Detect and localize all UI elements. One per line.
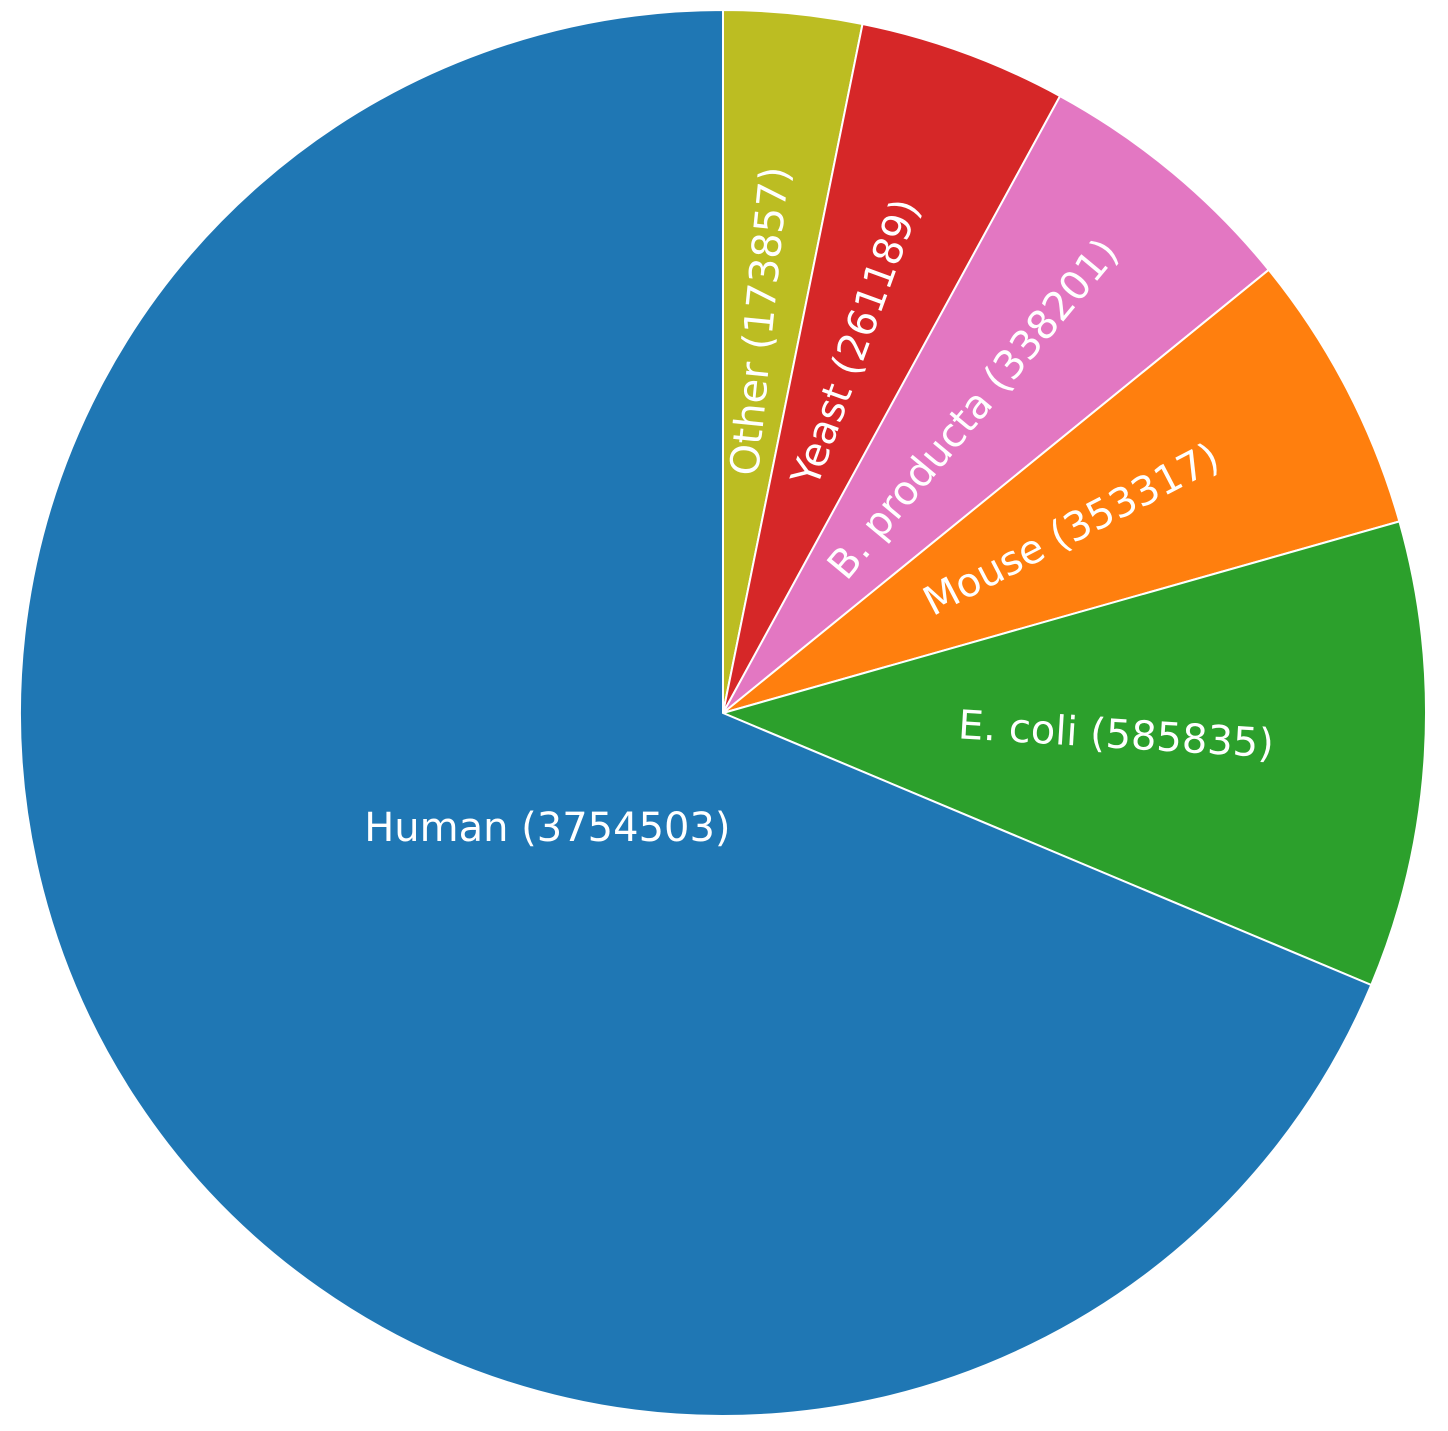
pie-slice <box>719 520 1428 987</box>
pie-slice <box>722 268 1401 714</box>
slice-label: Human (3754503) <box>364 805 730 851</box>
pie-slice <box>722 94 1271 714</box>
pie-slice <box>722 22 1062 714</box>
pie-slice <box>19 8 1373 1417</box>
